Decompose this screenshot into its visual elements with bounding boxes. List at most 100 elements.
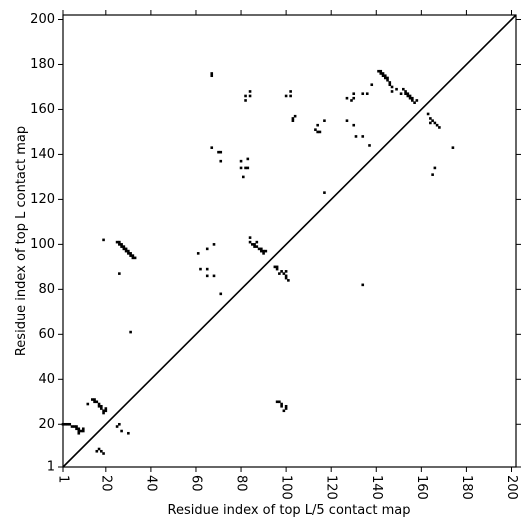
contact-point	[365, 92, 369, 96]
y-tick-label: 160	[30, 102, 55, 117]
contact-point	[402, 87, 405, 91]
contact-point	[205, 267, 209, 271]
contact-point	[262, 252, 265, 255]
contact-point	[118, 272, 121, 275]
contact-point	[212, 243, 216, 246]
contact-point	[284, 274, 288, 278]
x-tick-label: 200	[504, 475, 519, 500]
contact-point	[255, 240, 259, 244]
contact-point	[350, 99, 353, 102]
contact-point	[273, 265, 277, 269]
contact-point	[433, 121, 437, 125]
contact-point	[120, 429, 123, 433]
contact-point	[127, 249, 130, 253]
contact-point	[293, 114, 297, 118]
contact-point	[244, 166, 247, 170]
plot-frame	[62, 14, 517, 468]
contact-point	[413, 101, 416, 105]
contact-point	[196, 252, 200, 255]
contact-point	[257, 247, 261, 251]
contact-point	[120, 243, 123, 246]
contact-point	[383, 74, 387, 78]
y-tick-label: 120	[30, 192, 55, 207]
contact-point	[68, 422, 72, 426]
contact-point	[426, 112, 430, 116]
contact-point	[131, 254, 135, 257]
contact-point	[323, 191, 326, 194]
contact-point	[77, 427, 81, 431]
contact-point	[124, 247, 128, 251]
contact-point	[104, 409, 108, 413]
contact-point	[199, 267, 202, 271]
contact-point	[90, 398, 94, 401]
contact-point	[264, 249, 268, 253]
contact-point	[255, 245, 259, 248]
x-tick-label: 120	[324, 475, 339, 500]
contact-point	[289, 94, 292, 98]
contact-point	[399, 92, 403, 96]
contact-point	[77, 429, 81, 433]
contact-point	[124, 249, 128, 253]
contact-point	[118, 422, 121, 426]
contact-point	[248, 240, 252, 244]
contact-point	[217, 150, 220, 154]
x-tick-label: 60	[188, 475, 203, 492]
contact-point	[289, 90, 292, 93]
contact-point	[97, 402, 101, 406]
contact-point	[241, 175, 245, 179]
contact-point	[280, 270, 283, 273]
contact-point	[205, 247, 209, 251]
contact-point	[429, 117, 432, 120]
contact-point	[133, 256, 137, 260]
contact-point	[118, 240, 121, 244]
contact-point	[275, 267, 279, 271]
contact-point	[278, 272, 281, 275]
contact-point	[291, 117, 295, 120]
contact-point	[212, 274, 216, 278]
contact-point	[438, 126, 441, 129]
contact-point	[291, 119, 295, 122]
contact-point	[361, 92, 365, 96]
contact-point	[361, 135, 365, 138]
contact-point	[93, 398, 96, 401]
contact-point	[406, 94, 410, 98]
contact-point	[390, 85, 394, 89]
contact-point	[280, 402, 283, 406]
contact-point	[278, 400, 281, 404]
contact-point	[253, 243, 256, 246]
contact-point	[253, 245, 256, 248]
contact-point	[219, 150, 223, 154]
contact-point	[86, 402, 90, 406]
contact-point	[77, 431, 81, 435]
contact-point	[275, 265, 279, 269]
contact-point	[127, 252, 130, 255]
diagonal	[62, 14, 517, 468]
contact-point	[404, 90, 407, 93]
y-tick-label: 60	[38, 327, 55, 342]
contact-point	[415, 99, 419, 102]
contact-point	[75, 427, 78, 431]
contact-point	[431, 119, 434, 122]
contact-point	[205, 274, 209, 278]
x-tick-label: 180	[459, 475, 474, 500]
contact-point	[370, 83, 374, 87]
contact-point	[284, 94, 288, 98]
contact-point	[102, 452, 105, 455]
contact-point	[282, 409, 286, 413]
y-tick-label: 80	[38, 282, 55, 297]
y-tick-label: 20	[38, 417, 55, 432]
contact-point	[210, 146, 214, 149]
contact-point	[395, 87, 398, 91]
contact-point	[100, 404, 103, 408]
contact-point	[352, 96, 356, 100]
contact-point	[386, 76, 389, 80]
contact-point	[435, 123, 439, 127]
contact-point	[431, 173, 434, 176]
contact-point	[262, 249, 265, 253]
contact-point	[100, 449, 103, 453]
x-tick-label: 160	[414, 475, 429, 500]
contact-point	[260, 247, 263, 251]
contact-point	[361, 283, 365, 287]
x-tick-label: 100	[279, 475, 294, 500]
contact-point	[70, 425, 74, 428]
